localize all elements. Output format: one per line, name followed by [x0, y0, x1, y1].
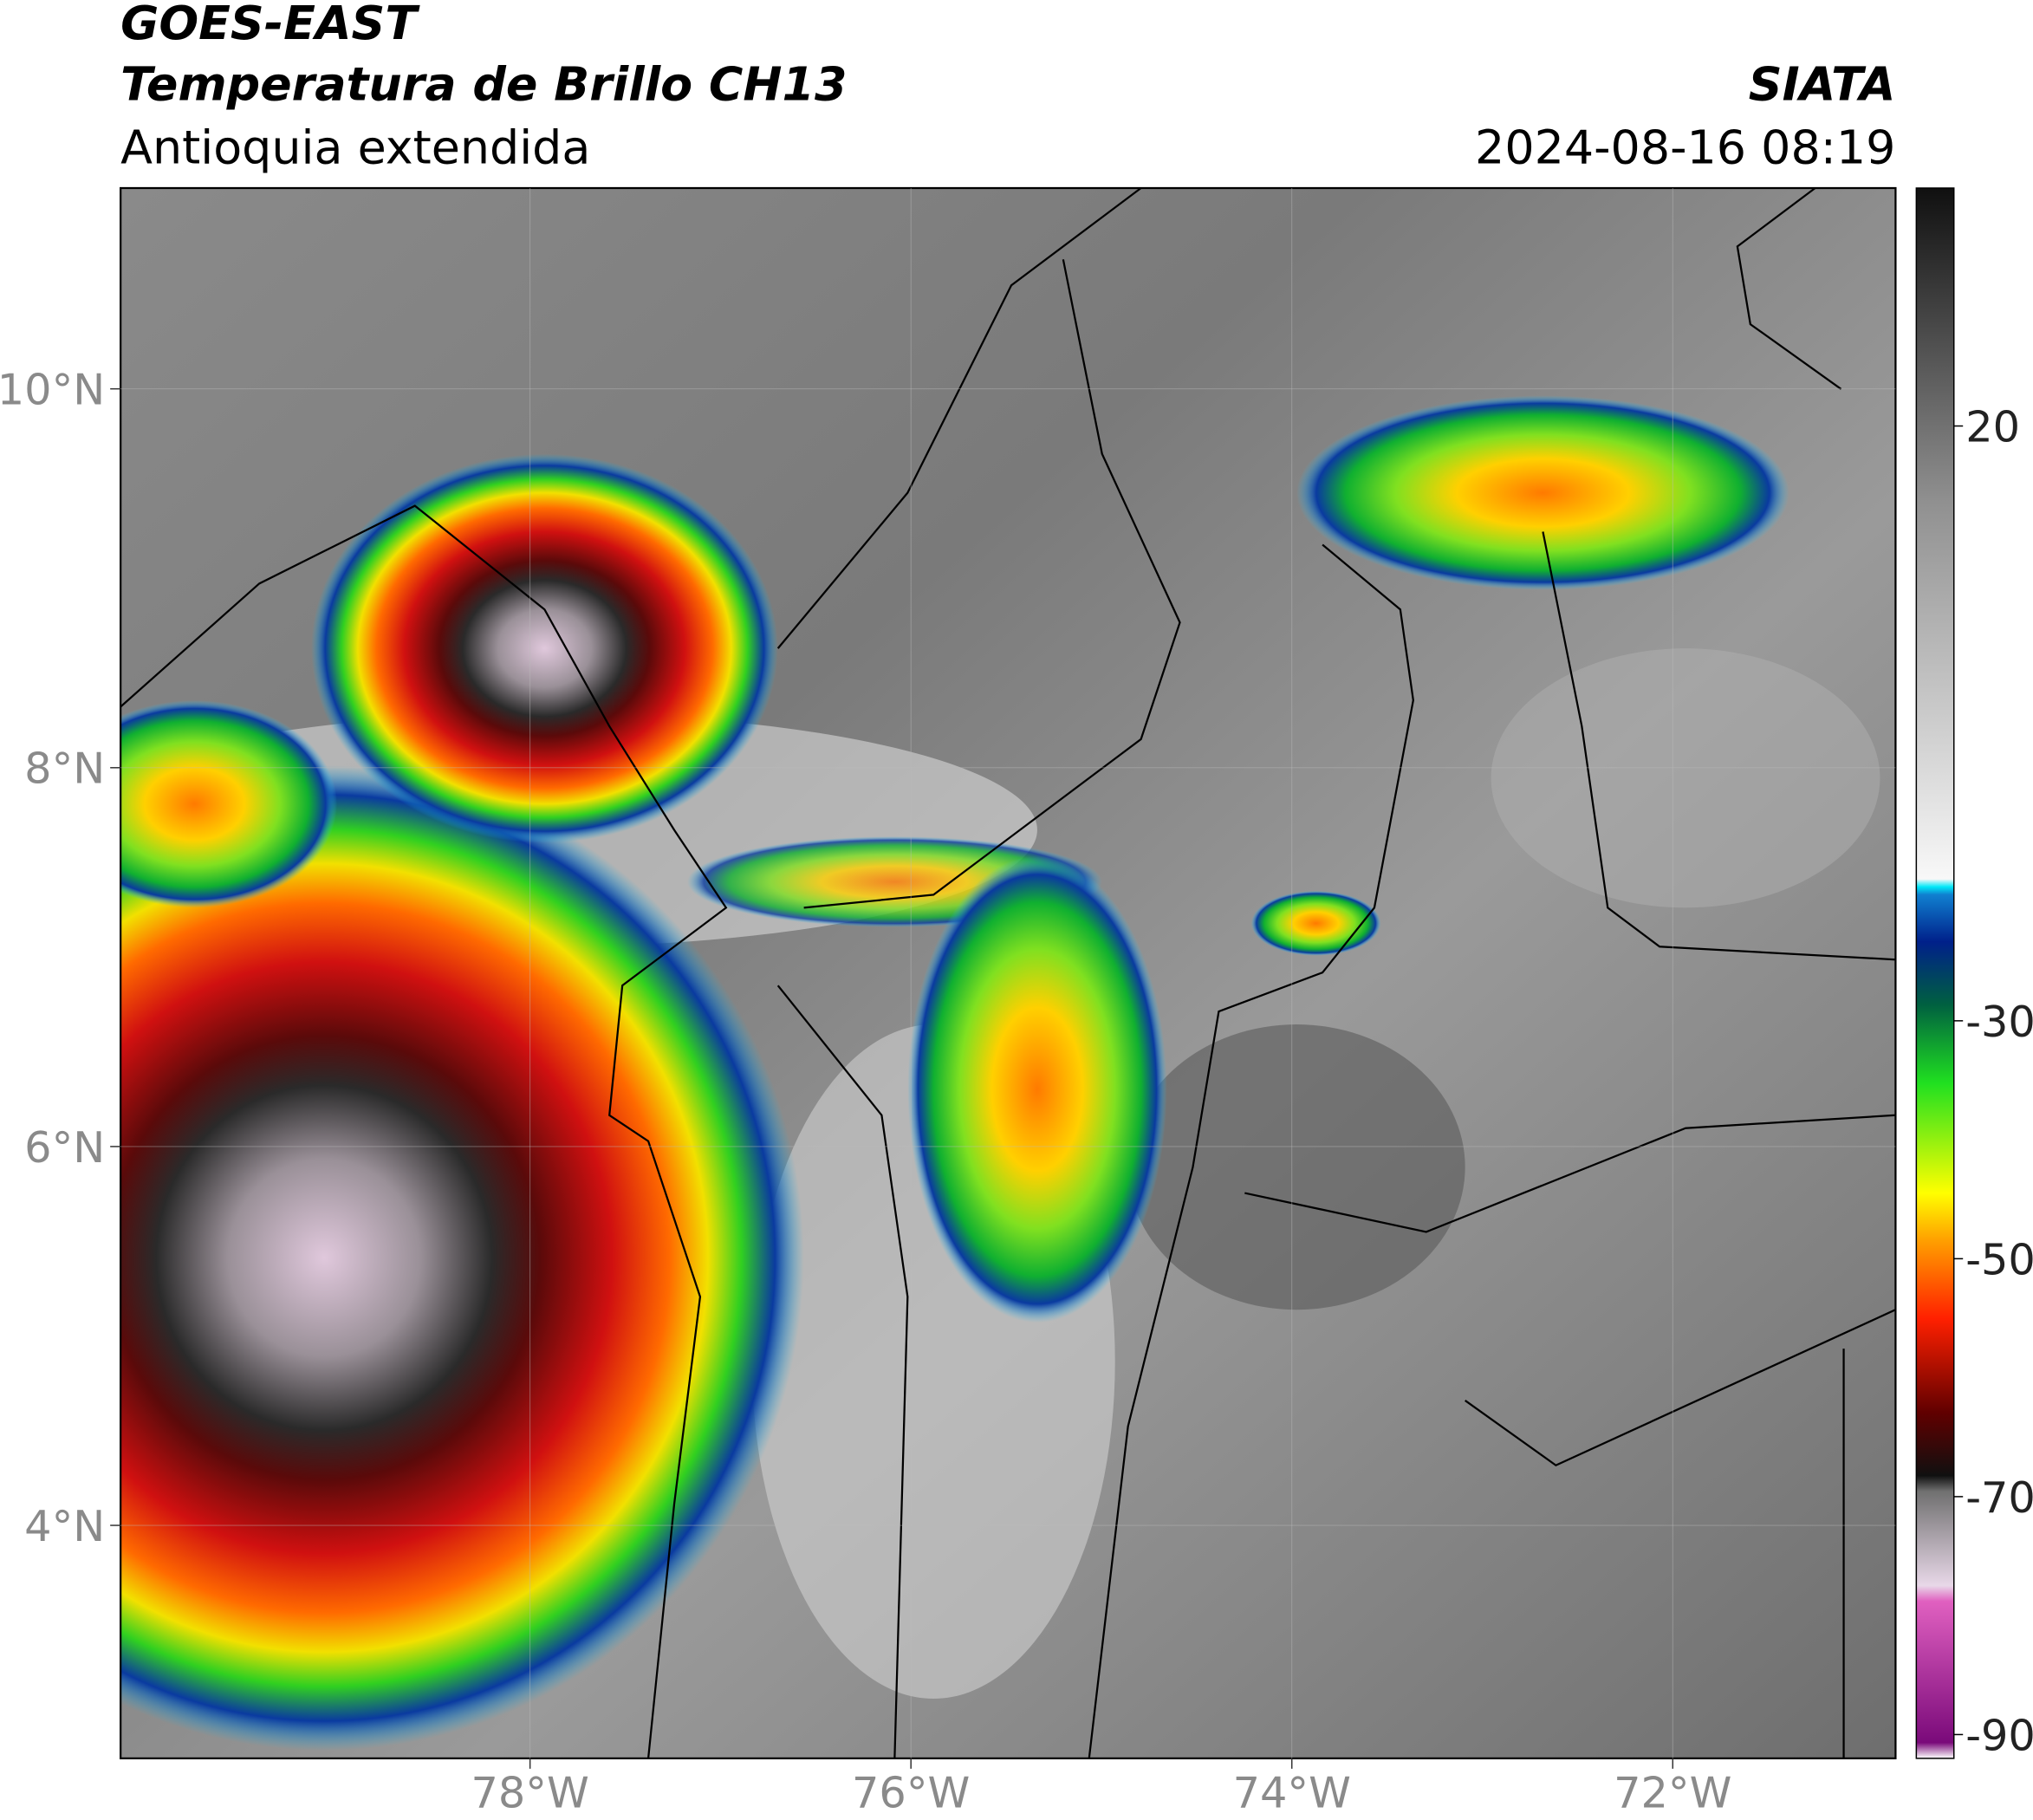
colorbar-tick-label: -50 [1965, 1234, 2033, 1284]
x-tick-label: 76°W [852, 1768, 970, 1818]
satellite-image [120, 188, 1896, 1758]
colorbar-tick-label: -90 [1965, 1710, 2033, 1760]
datetime: 2024-08-16 08:19 [1475, 120, 1895, 175]
colorbar-tick-label: 20 [1965, 401, 2020, 452]
region: Antioquia extendida [120, 120, 590, 175]
colorbar-tick-label: -30 [1965, 997, 2033, 1047]
y-tick-label: 4°N [24, 1501, 105, 1551]
y-tick-label: 6°N [24, 1122, 105, 1173]
y-tick-label: 8°N [24, 744, 105, 794]
source: SIATA [1749, 56, 1896, 111]
title: GOES-EAST [120, 0, 420, 50]
map-frame [120, 186, 1897, 1759]
x-tick-label: 78°W [471, 1768, 589, 1818]
y-tick-label: 10°N [0, 365, 105, 415]
subtitle: Temperatura de Brillo CH13 [120, 56, 847, 111]
x-tick-label: 72°W [1614, 1768, 1731, 1818]
x-tick-label: 74°W [1233, 1768, 1351, 1818]
colorbar-tick-label: -70 [1965, 1472, 2033, 1523]
colorbar [1915, 187, 1955, 1759]
